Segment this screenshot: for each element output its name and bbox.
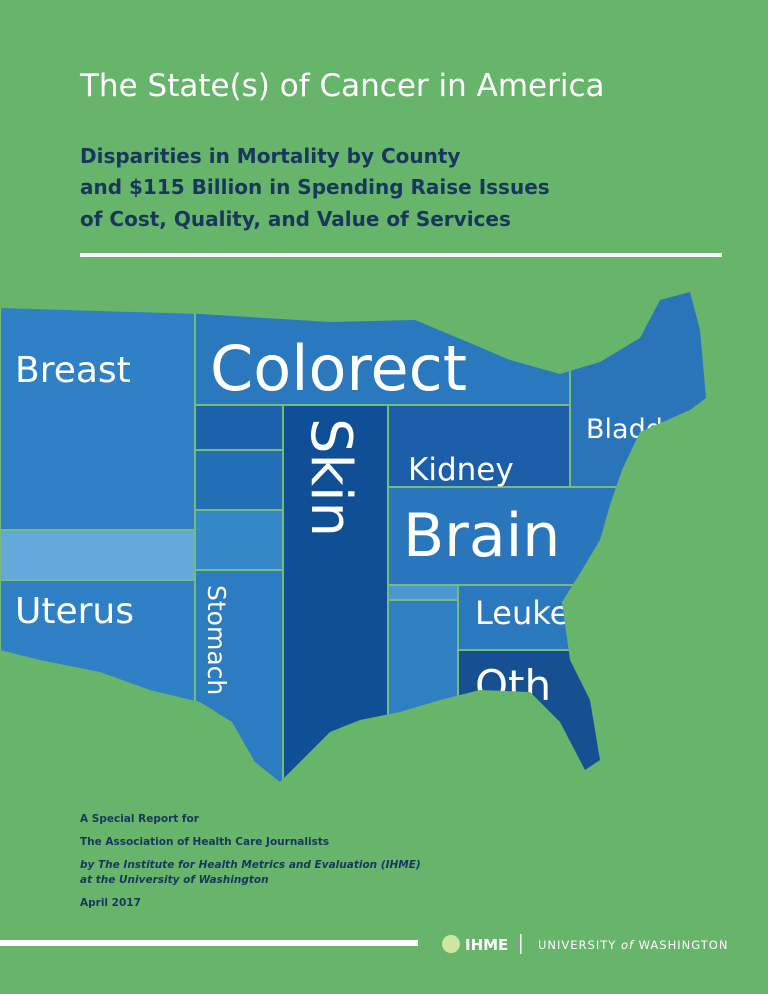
footer-text: by The Institute for Health Metrics and …	[80, 859, 421, 871]
tile-label: Bladd	[586, 414, 663, 445]
tile-label: Breast	[15, 350, 131, 391]
tile-label: Stomach	[202, 585, 231, 695]
tile	[0, 529, 196, 581]
tile-label: Leuke	[475, 594, 569, 632]
ihme-logo: IHME	[465, 936, 508, 954]
logo-divider	[520, 934, 522, 954]
title: The State(s) of Cancer in America	[79, 68, 605, 104]
footer-date: April 2017	[80, 897, 141, 909]
uw-logo: UNIVERSITY of WASHINGTON	[538, 938, 728, 952]
footer-text: A Special Report for	[80, 813, 200, 825]
uw-post: WASHINGTON	[634, 938, 728, 952]
tile	[194, 449, 284, 511]
tile-label: Colorect	[210, 332, 467, 405]
ihme-logo-mark	[442, 935, 460, 953]
tile	[194, 509, 284, 571]
subtitle: and $115 Billion in Spending Raise Issue…	[80, 175, 550, 199]
tile	[387, 584, 459, 601]
tile	[387, 599, 459, 782]
bottom-bar	[0, 940, 418, 946]
footer-text: The Association of Health Care Journalis…	[80, 836, 329, 848]
rule	[80, 253, 722, 257]
subtitle: of Cost, Quality, and Value of Services	[80, 207, 511, 231]
tile-label: Oth	[475, 661, 551, 710]
tile-label: Uterus	[15, 591, 134, 632]
subtitle: Disparities in Mortality by County	[80, 144, 460, 168]
tile-label: Brain	[403, 501, 560, 571]
uw-of: of	[621, 938, 635, 952]
tile	[0, 292, 196, 531]
footer-text: at the University of Washington	[80, 874, 269, 886]
tile	[387, 404, 571, 488]
tile	[194, 404, 284, 451]
tile	[569, 292, 706, 488]
uw-pre: UNIVERSITY	[538, 938, 621, 952]
treemap-map: Breast Colorect Skin Kidney Bladd Brain …	[0, 292, 706, 782]
tile-label: Skin	[298, 418, 363, 537]
tile-label: Kidney	[408, 452, 514, 488]
